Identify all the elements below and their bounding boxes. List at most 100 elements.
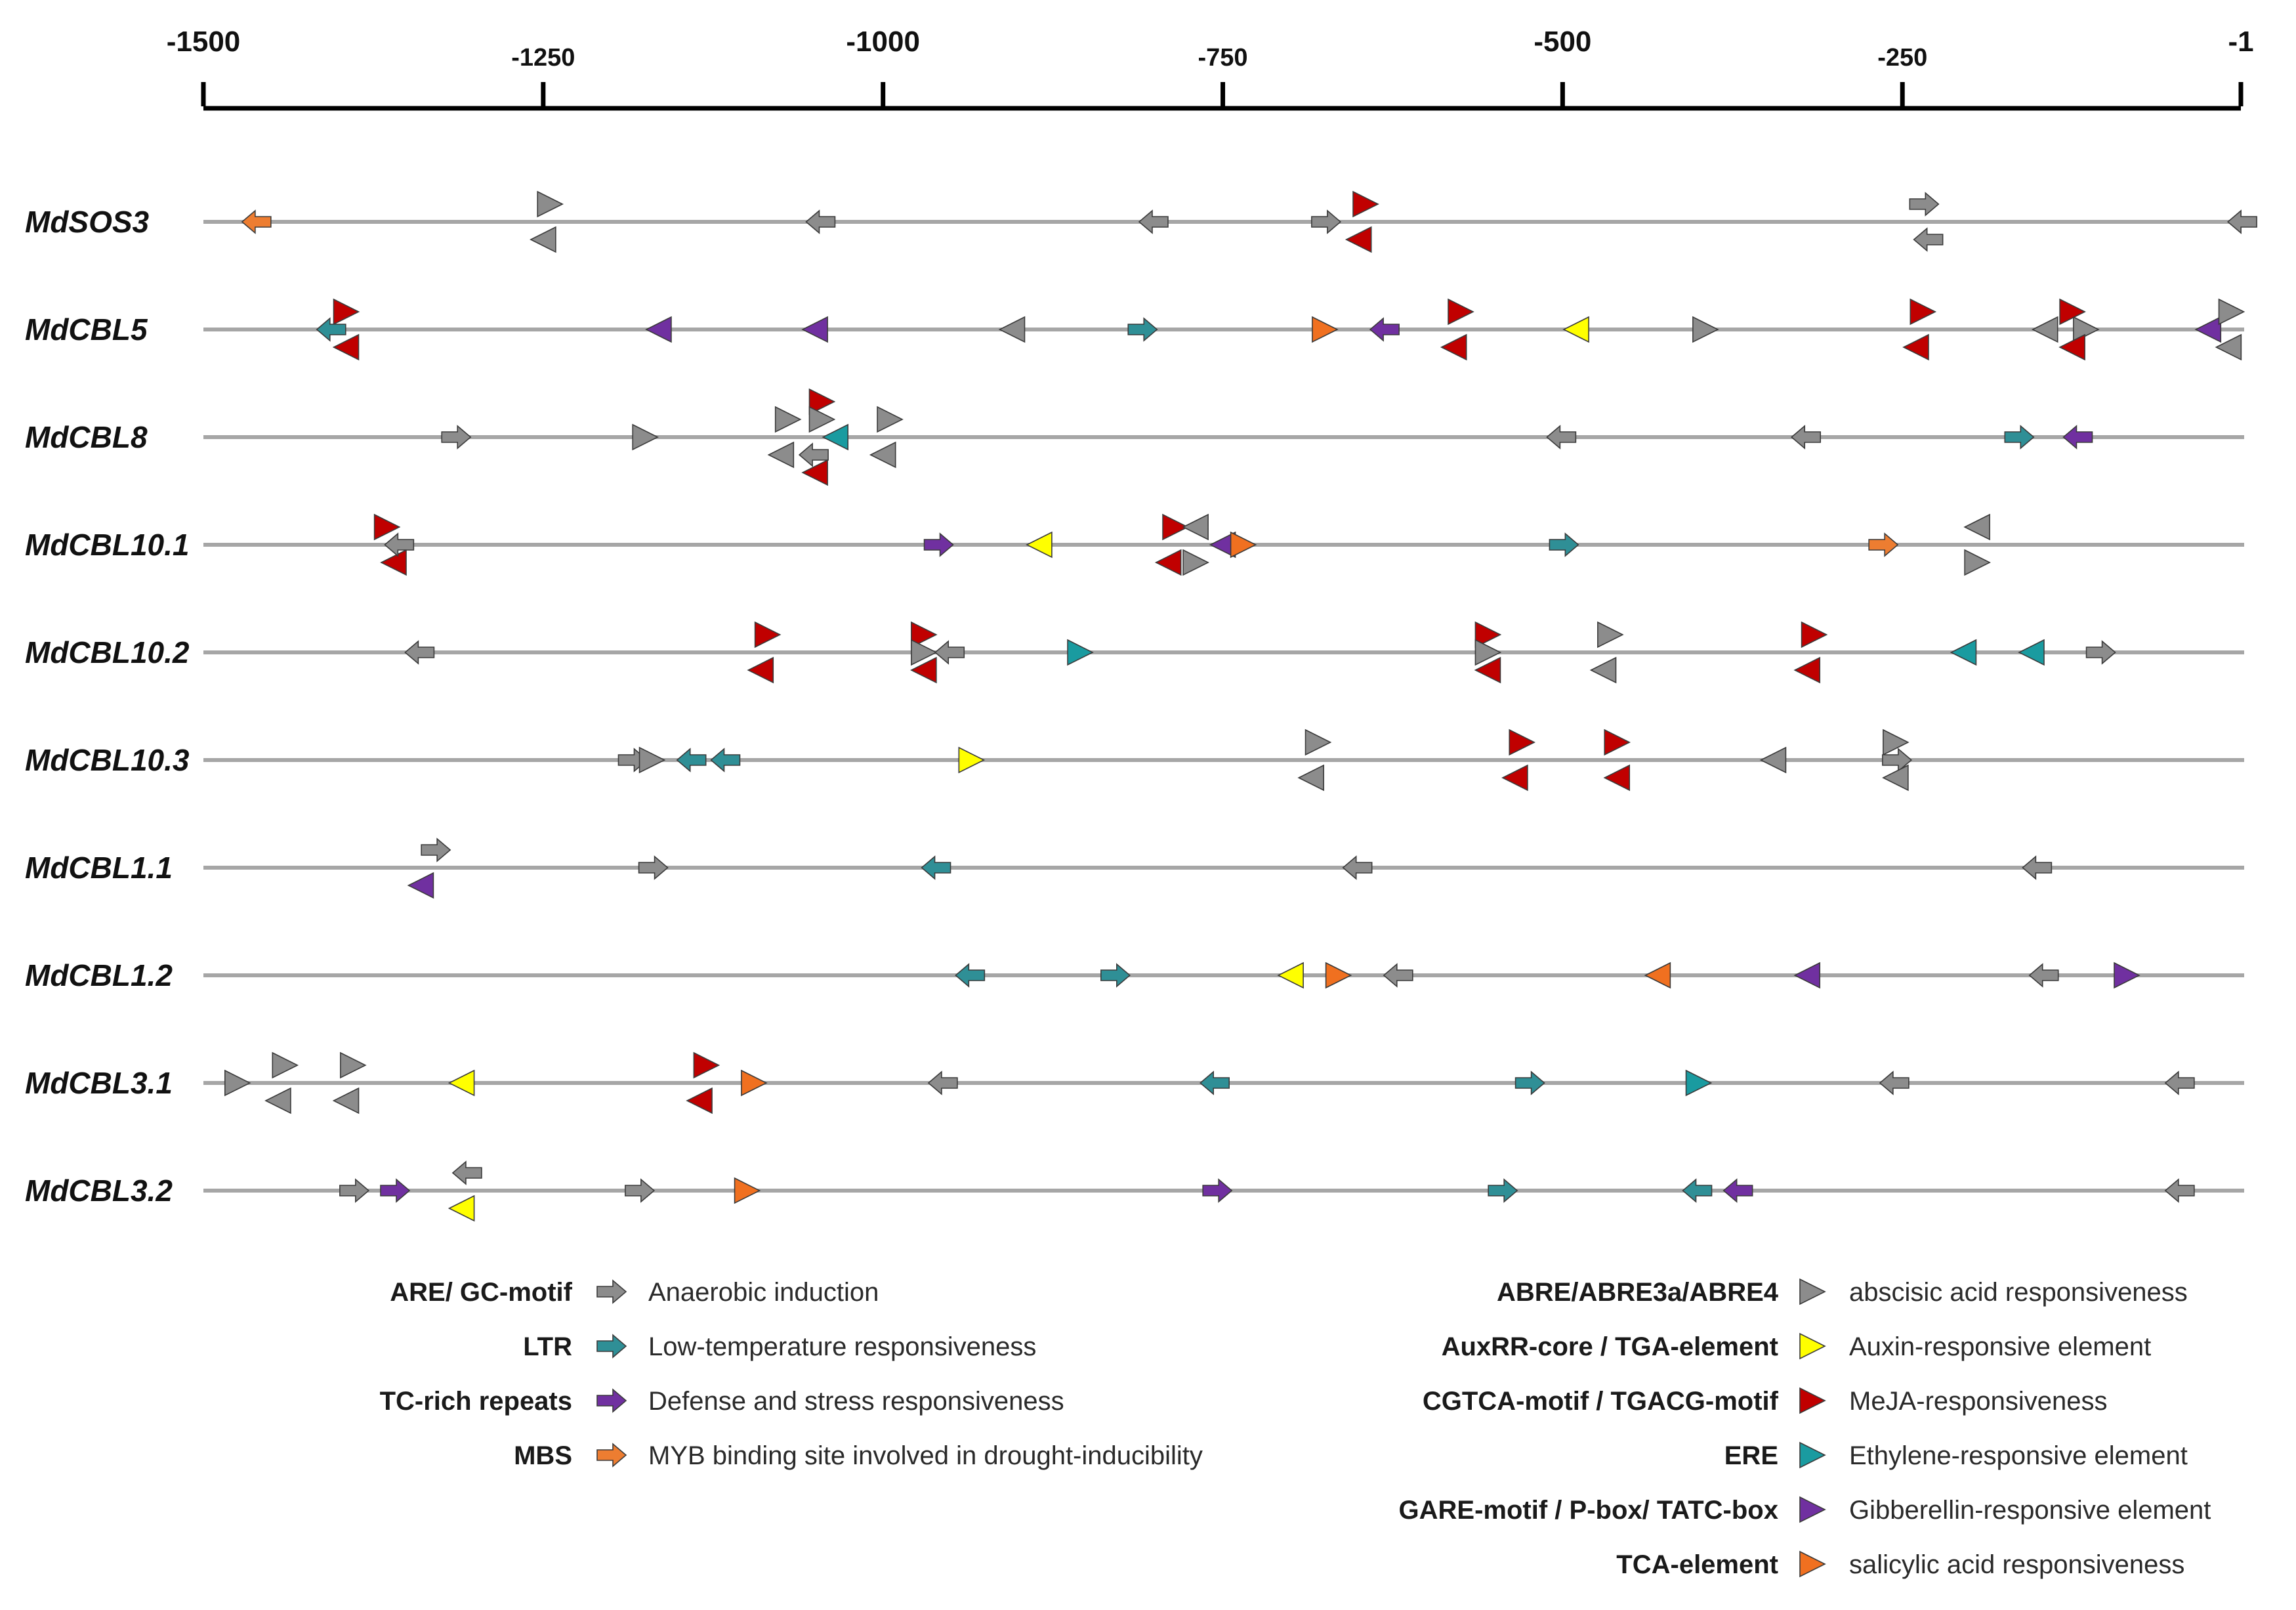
element-abre-marker	[264, 1087, 291, 1114]
element-are-marker	[1383, 963, 1413, 988]
element-ltr-marker	[1199, 1070, 1230, 1095]
element-cgtca-marker	[1603, 764, 1631, 792]
element-cgtca-marker	[380, 549, 407, 576]
element-cgtca-marker	[1801, 621, 1828, 648]
element-cgtca-marker	[1793, 656, 1821, 684]
element-abre-marker	[998, 316, 1026, 343]
element-gare-marker	[2114, 962, 2140, 989]
axis-tick-label: -750	[1198, 44, 1248, 72]
element-abre-marker	[1474, 639, 1502, 666]
element-tc-marker	[923, 532, 954, 557]
element-are-marker	[798, 442, 829, 467]
axis-tick-label: -1	[2228, 26, 2253, 58]
element-abre-marker	[1963, 513, 1990, 541]
element-cgtca-marker	[1509, 729, 1536, 756]
element-ere-marker	[1799, 1441, 1826, 1469]
element-cgtca-marker	[1474, 656, 1501, 684]
element-ltr-marker	[676, 748, 707, 773]
element-are-marker	[339, 1178, 370, 1203]
position-axis: -1500 -1250 -1000 -750 -500 -250 -1	[167, 26, 2254, 111]
element-tc-marker	[1722, 1178, 1753, 1203]
element-are-marker	[2164, 1178, 2195, 1203]
element-are-marker	[625, 1178, 656, 1203]
legend-element-name: ARE/ GC-motif	[390, 1278, 572, 1307]
element-abre-marker	[1883, 729, 1910, 756]
element-cgtca-marker	[1902, 333, 1929, 361]
element-ltr-marker	[1100, 963, 1131, 988]
element-cgtca-marker	[373, 513, 401, 541]
element-tc-marker	[380, 1178, 411, 1203]
axis-tick-label: -1500	[167, 26, 241, 58]
element-ltr-marker	[955, 963, 986, 988]
element-auxrr-marker	[1026, 531, 1053, 559]
legend-entry: GARE-motif / P-box/ TATC-box Gibberellin-…	[1399, 1496, 2211, 1525]
element-abre-marker	[767, 441, 795, 469]
element-ere-marker	[822, 423, 848, 451]
element-are-marker	[2085, 640, 2116, 665]
element-abre-marker	[911, 639, 938, 666]
element-are-marker	[451, 1160, 482, 1185]
element-abre-marker	[1305, 729, 1332, 756]
gene-track: MdCBL10.3	[25, 729, 2244, 792]
gene-name-label: MdCBL10.3	[25, 743, 190, 777]
element-mbs-marker	[1868, 532, 1899, 557]
element-tc-marker	[1369, 317, 1400, 342]
element-are-marker	[805, 209, 836, 234]
element-cgtca-marker	[333, 298, 360, 326]
element-cgtca-marker	[1910, 298, 1937, 326]
legend-entry: TCA-element salicylic acid responsiveness	[1616, 1550, 2184, 1579]
element-abre-marker	[1597, 621, 1624, 648]
element-auxrr-marker	[1799, 1332, 1826, 1360]
element-are-marker	[596, 1279, 627, 1304]
legend: ARE/ GC-motif Anaerobic induction LTR Low-t…	[380, 1278, 2211, 1579]
element-abre-marker	[774, 406, 802, 433]
element-gare-marker	[1799, 1496, 1826, 1523]
element-gare-marker	[645, 316, 672, 343]
element-abre-marker	[1882, 764, 1909, 792]
gene-name-label: MdCBL10.2	[25, 635, 190, 669]
legend-entry: LTR Low-temperature responsiveness	[523, 1332, 1036, 1361]
element-are-marker	[2028, 963, 2059, 988]
element-are-marker	[1882, 748, 1913, 773]
legend-entry: MBS MYB binding site involved in drought-…	[514, 1441, 1203, 1470]
element-auxrr-marker	[1562, 316, 1589, 343]
gene-name-label: MdCBL1.2	[25, 958, 173, 992]
element-abre-marker	[332, 1087, 360, 1114]
element-gare-marker	[1793, 962, 1821, 989]
element-tca-marker	[1230, 531, 1257, 559]
element-cgtca-marker	[1154, 549, 1182, 576]
element-abre-marker	[808, 406, 836, 433]
element-cgtca-marker	[1799, 1387, 1826, 1414]
legend-entry: AuxRR-core / TGA-element Auxin-responsive…	[1442, 1332, 2152, 1361]
element-are-marker	[404, 640, 435, 665]
element-are-marker	[1909, 192, 1940, 217]
element-cgtca-marker	[1474, 621, 1502, 648]
element-abre-marker	[877, 406, 904, 433]
element-cgtca-marker	[1345, 226, 1372, 253]
gene-track: MdSOS3	[25, 190, 2257, 253]
element-are-marker	[2226, 209, 2257, 234]
element-cgtca-marker	[754, 621, 782, 648]
axis-tick-label: -1250	[511, 44, 575, 72]
element-auxrr-marker	[958, 746, 986, 774]
axis-tick-label: -500	[1534, 26, 1591, 58]
element-are-marker	[421, 837, 451, 862]
legend-element-name: GARE-motif / P-box/ TATC-box	[1399, 1496, 1778, 1525]
element-tca-marker	[734, 1177, 761, 1204]
element-are-marker	[1138, 209, 1169, 234]
element-cgtca-marker	[747, 656, 774, 684]
element-gare-marker	[801, 316, 828, 343]
element-abre-marker	[1297, 764, 1324, 792]
element-cgtca-marker	[1604, 729, 1631, 756]
legend-element-name: ERE	[1724, 1441, 1778, 1470]
legend-element-description: Anaerobic induction	[648, 1278, 879, 1307]
element-are-marker	[934, 640, 965, 665]
legend-element-name: LTR	[523, 1332, 572, 1361]
element-ltr-marker	[1549, 532, 1579, 557]
element-are-marker	[1311, 209, 1342, 234]
element-ltr-marker	[710, 748, 741, 773]
element-are-marker	[441, 425, 472, 450]
legend-entry: ARE/ GC-motif Anaerobic induction	[390, 1278, 879, 1307]
